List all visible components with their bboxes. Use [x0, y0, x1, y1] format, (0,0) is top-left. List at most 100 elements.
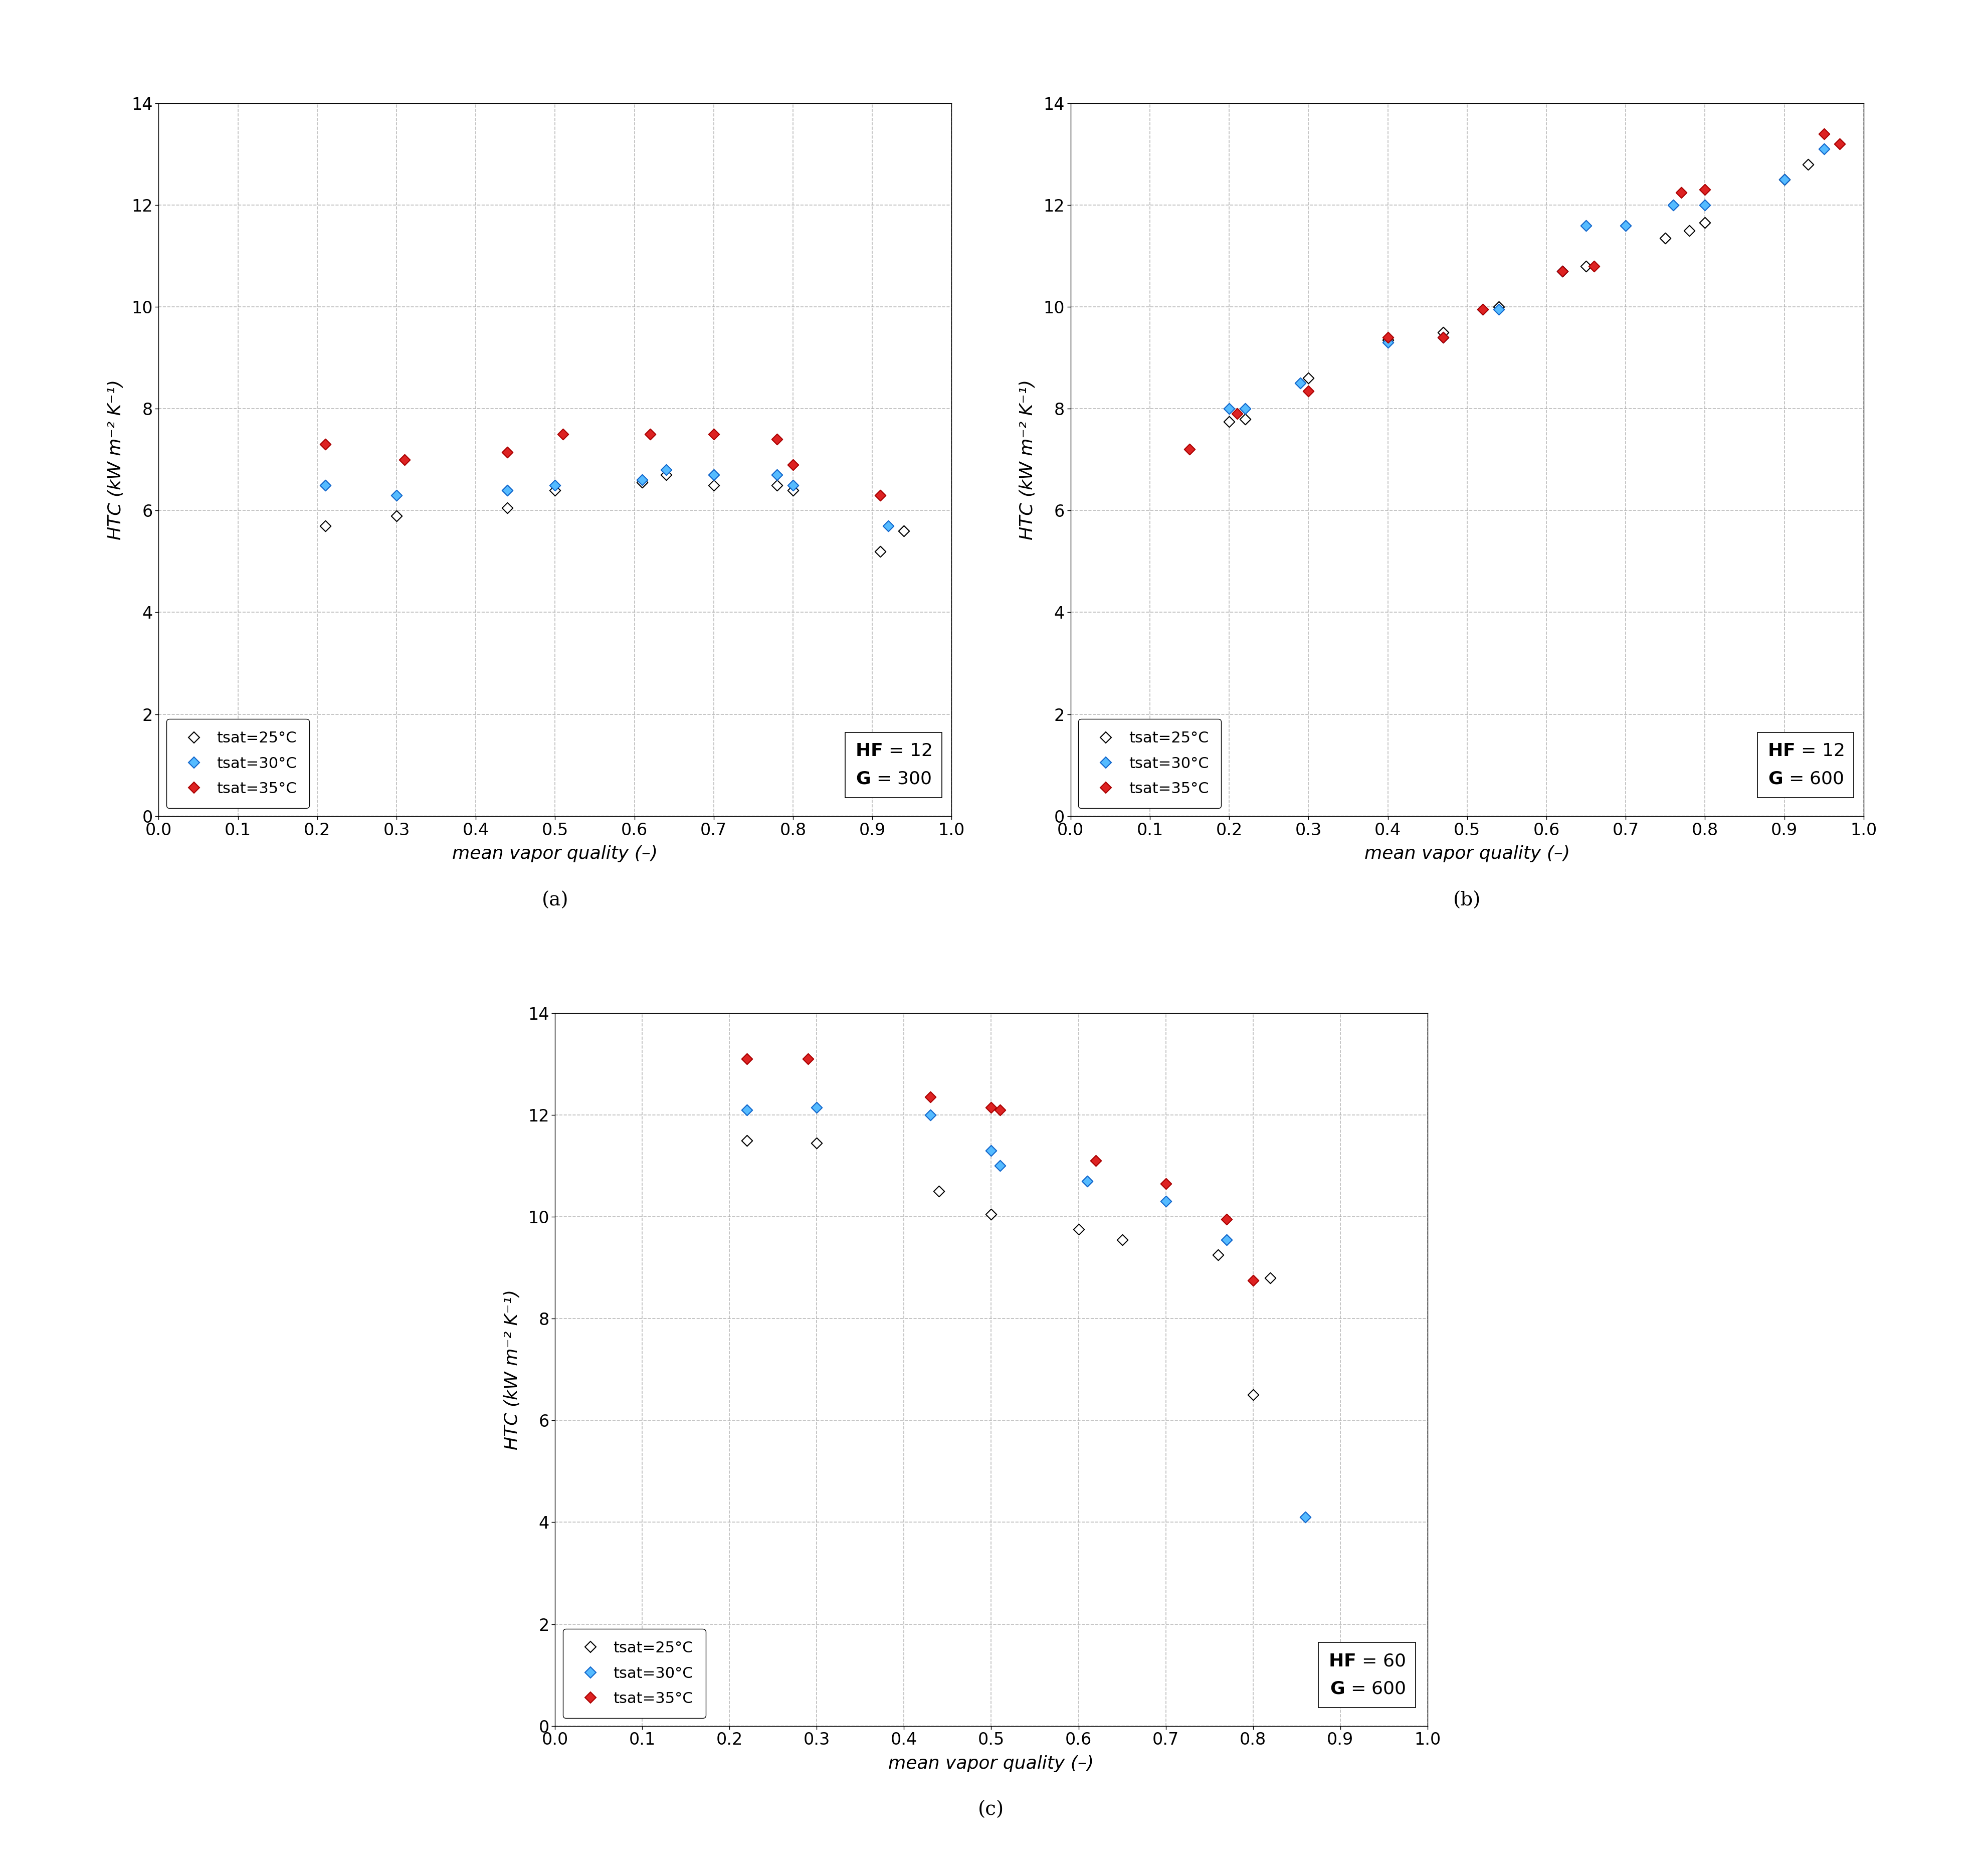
Point — [1229, 403, 1261, 433]
Point — [698, 418, 729, 448]
Point — [1768, 165, 1800, 195]
Point — [698, 471, 729, 501]
Point — [698, 460, 729, 490]
Point — [1292, 364, 1324, 394]
Point — [1229, 394, 1261, 424]
Point — [1372, 328, 1403, 358]
Point — [888, 516, 920, 546]
Point — [1657, 189, 1689, 219]
Text: (b): (b) — [1453, 891, 1481, 910]
Point — [547, 418, 579, 448]
Point — [634, 418, 666, 448]
Point — [1173, 435, 1205, 465]
Y-axis label: HTC (kW m⁻² K⁻¹): HTC (kW m⁻² K⁻¹) — [503, 1289, 521, 1450]
Text: (c): (c) — [977, 1801, 1005, 1820]
Point — [801, 1092, 832, 1122]
Point — [1255, 1263, 1286, 1293]
Point — [731, 1126, 763, 1156]
Point — [914, 1099, 945, 1129]
Legend: tsat=25°C, tsat=30°C, tsat=35°C: tsat=25°C, tsat=30°C, tsat=35°C — [166, 719, 309, 809]
Point — [1070, 1167, 1102, 1197]
X-axis label: mean vapor quality (–): mean vapor quality (–) — [1364, 846, 1570, 863]
Point — [761, 471, 793, 501]
Point — [1823, 129, 1855, 159]
Point — [1213, 407, 1245, 437]
Point — [1483, 295, 1514, 325]
Point — [1578, 251, 1609, 281]
Text: $\mathit{\mathbf{HF}}$ = 12
$\mathit{\mathbf{G}}$ = 600: $\mathit{\mathbf{HF}}$ = 12 $\mathit{\ma… — [1766, 743, 1843, 788]
Legend: tsat=25°C, tsat=30°C, tsat=35°C: tsat=25°C, tsat=30°C, tsat=35°C — [1078, 719, 1221, 809]
Point — [1792, 150, 1823, 180]
Point — [1237, 1381, 1268, 1411]
Point — [872, 510, 904, 540]
Point — [1427, 323, 1459, 353]
Point — [983, 1150, 1015, 1180]
Point — [309, 430, 341, 460]
Point — [1546, 257, 1578, 287]
Point — [761, 424, 793, 454]
Point — [1649, 223, 1681, 253]
Point — [1372, 325, 1403, 355]
Point — [1808, 133, 1839, 163]
Point — [1288, 1503, 1320, 1533]
Point — [1292, 375, 1324, 405]
Point — [492, 493, 523, 523]
Point — [1106, 1225, 1138, 1255]
Point — [914, 1082, 945, 1112]
Point — [1546, 257, 1578, 287]
Point — [1150, 1169, 1181, 1199]
Point — [1427, 323, 1459, 353]
Point — [1284, 368, 1316, 398]
Point — [309, 471, 341, 501]
Point — [1689, 174, 1720, 204]
Text: (a): (a) — [541, 891, 569, 910]
Point — [777, 450, 809, 480]
Point — [381, 480, 412, 510]
X-axis label: mean vapor quality (–): mean vapor quality (–) — [888, 1756, 1094, 1773]
Point — [1570, 251, 1601, 281]
Y-axis label: HTC (kW m⁻² K⁻¹): HTC (kW m⁻² K⁻¹) — [107, 379, 125, 540]
Point — [1372, 323, 1403, 353]
Point — [626, 467, 658, 497]
Point — [1467, 295, 1498, 325]
Point — [1080, 1146, 1112, 1176]
Point — [1467, 295, 1498, 325]
Point — [983, 1096, 1015, 1126]
Point — [864, 480, 896, 510]
Y-axis label: HTC (kW m⁻² K⁻¹): HTC (kW m⁻² K⁻¹) — [1019, 379, 1037, 540]
Point — [1221, 400, 1253, 430]
Point — [761, 460, 793, 490]
Point — [1808, 118, 1839, 148]
Point — [1673, 216, 1705, 246]
Point — [539, 471, 571, 501]
Point — [1768, 165, 1800, 195]
Point — [793, 1043, 825, 1073]
Point — [1211, 1225, 1243, 1255]
Text: $\mathit{\mathbf{HF}}$ = 60
$\mathit{\mathbf{G}}$ = 600: $\mathit{\mathbf{HF}}$ = 60 $\mathit{\ma… — [1328, 1653, 1405, 1698]
Point — [388, 445, 420, 475]
Point — [777, 475, 809, 505]
Point — [924, 1176, 955, 1206]
Point — [1427, 317, 1459, 347]
Text: $\mathit{\mathbf{HF}}$ = 12
$\mathit{\mathbf{G}}$ = 300: $\mathit{\mathbf{HF}}$ = 12 $\mathit{\ma… — [854, 743, 932, 788]
Point — [975, 1092, 1007, 1122]
Point — [1213, 394, 1245, 424]
Point — [1467, 295, 1498, 325]
Point — [801, 1127, 832, 1157]
Point — [731, 1043, 763, 1073]
Point — [1609, 210, 1641, 240]
Point — [731, 1096, 763, 1126]
X-axis label: mean vapor quality (–): mean vapor quality (–) — [452, 846, 658, 863]
Point — [309, 510, 341, 540]
Point — [1150, 1186, 1181, 1216]
Point — [626, 465, 658, 495]
Point — [1665, 178, 1697, 208]
Point — [864, 537, 896, 567]
Point — [650, 454, 682, 484]
Point — [492, 475, 523, 505]
Point — [1570, 210, 1601, 240]
Point — [492, 437, 523, 467]
Point — [1237, 1264, 1268, 1294]
Point — [1201, 1240, 1233, 1270]
Point — [539, 475, 571, 505]
